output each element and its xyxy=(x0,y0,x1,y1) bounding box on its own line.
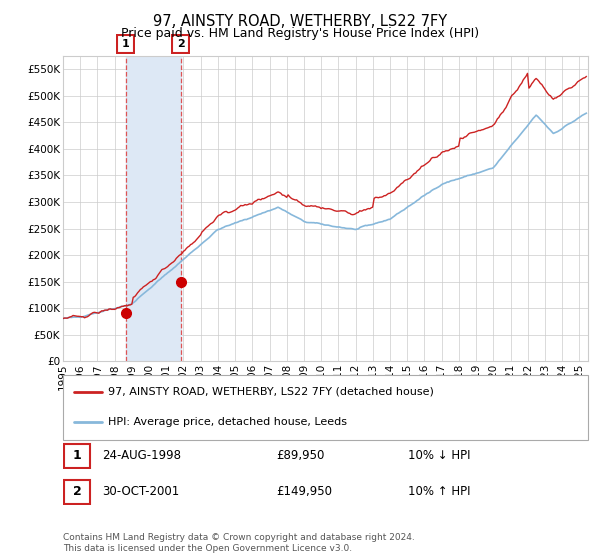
Text: £149,950: £149,950 xyxy=(276,485,332,498)
Text: 10% ↓ HPI: 10% ↓ HPI xyxy=(408,449,470,463)
Text: 30-OCT-2001: 30-OCT-2001 xyxy=(102,485,179,498)
Bar xyxy=(126,56,181,361)
Text: 97, AINSTY ROAD, WETHERBY, LS22 7FY: 97, AINSTY ROAD, WETHERBY, LS22 7FY xyxy=(153,14,447,29)
Text: 1: 1 xyxy=(122,39,130,49)
Text: 1: 1 xyxy=(73,449,82,463)
Text: 24-AUG-1998: 24-AUG-1998 xyxy=(102,449,181,463)
Text: £89,950: £89,950 xyxy=(276,449,325,463)
Text: 2: 2 xyxy=(73,485,82,498)
Text: Price paid vs. HM Land Registry's House Price Index (HPI): Price paid vs. HM Land Registry's House … xyxy=(121,27,479,40)
Text: 97, AINSTY ROAD, WETHERBY, LS22 7FY (detached house): 97, AINSTY ROAD, WETHERBY, LS22 7FY (det… xyxy=(107,387,433,397)
Text: Contains HM Land Registry data © Crown copyright and database right 2024.
This d: Contains HM Land Registry data © Crown c… xyxy=(63,533,415,553)
Text: 2: 2 xyxy=(177,39,184,49)
Text: 10% ↑ HPI: 10% ↑ HPI xyxy=(408,485,470,498)
Text: HPI: Average price, detached house, Leeds: HPI: Average price, detached house, Leed… xyxy=(107,417,347,427)
